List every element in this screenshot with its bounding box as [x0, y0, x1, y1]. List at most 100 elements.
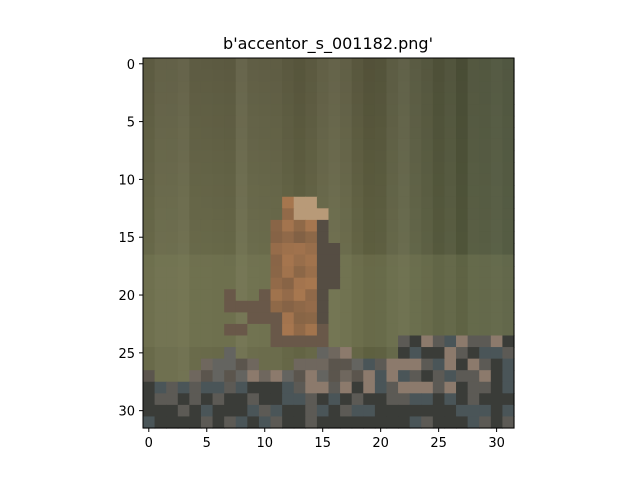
image-pixel: [444, 266, 457, 279]
image-pixel: [444, 231, 457, 244]
image-pixel: [479, 358, 492, 371]
image-pixel: [212, 312, 225, 325]
image-pixel: [398, 381, 411, 394]
image-pixel: [316, 150, 330, 163]
image-pixel: [386, 243, 399, 256]
image-pixel: [409, 347, 422, 360]
image-pixel: [432, 277, 446, 290]
image-pixel: [305, 416, 318, 429]
image-pixel: [293, 323, 306, 337]
image-pixel: [143, 289, 156, 302]
image-pixel: [177, 358, 190, 371]
image-pixel: [398, 219, 411, 233]
image-pixel: [502, 185, 515, 198]
image-pixel: [258, 150, 272, 163]
image-pixel: [143, 231, 156, 244]
image-pixel: [212, 404, 225, 418]
image-pixel: [409, 404, 422, 418]
image-pixel: [154, 208, 167, 221]
image-pixel: [282, 243, 295, 256]
image-pixel: [235, 323, 248, 337]
image-pixel: [479, 289, 492, 302]
image-pixel: [490, 219, 503, 233]
image-pixel: [212, 370, 225, 383]
image-pixel: [235, 243, 248, 256]
image-pixel: [316, 277, 330, 290]
image-pixel: [398, 404, 411, 418]
image-pixel: [189, 404, 202, 418]
image-pixel: [456, 416, 469, 429]
image-pixel: [247, 243, 260, 256]
image-pixel: [177, 162, 190, 175]
image-pixel: [258, 92, 272, 105]
image-pixel: [432, 335, 446, 348]
image-pixel: [374, 300, 388, 313]
image-pixel: [386, 254, 399, 267]
image-pixel: [340, 358, 353, 371]
image-pixel: [258, 138, 272, 152]
image-pixel: [166, 289, 179, 302]
image-pixel: [258, 254, 272, 267]
image-pixel: [258, 381, 272, 394]
image-pixel: [282, 370, 295, 383]
image-pixel: [409, 69, 422, 82]
image-pixel: [177, 393, 190, 406]
image-pixel: [224, 277, 237, 290]
image-pixel: [235, 196, 248, 209]
image-pixel: [432, 393, 446, 406]
photo-image: [143, 58, 515, 429]
image-pixel: [200, 323, 214, 337]
image-pixel: [490, 173, 503, 186]
image-pixel: [200, 312, 214, 325]
image-pixel: [235, 393, 248, 406]
image-pixel: [305, 69, 318, 82]
image-pixel: [316, 266, 330, 279]
image-pixel: [270, 104, 283, 117]
image-pixel: [421, 69, 434, 82]
image-pixel: [189, 196, 202, 209]
image-pixel: [374, 173, 388, 186]
image-pixel: [143, 185, 156, 198]
image-pixel: [444, 92, 457, 105]
image-pixel: [293, 277, 306, 290]
image-pixel: [212, 243, 225, 256]
image-pixel: [328, 323, 341, 337]
image-pixel: [189, 127, 202, 140]
image-pixel: [258, 58, 272, 71]
image-pixel: [166, 312, 179, 325]
image-pixel: [421, 81, 434, 94]
image-pixel: [386, 266, 399, 279]
image-pixel: [293, 173, 306, 186]
image-pixel: [374, 208, 388, 221]
image-pixel: [293, 381, 306, 394]
image-pixel: [456, 138, 469, 152]
image-pixel: [421, 370, 434, 383]
image-pixel: [351, 312, 364, 325]
image-pixel: [258, 404, 272, 418]
image-pixel: [467, 58, 480, 71]
image-pixel: [351, 277, 364, 290]
image-pixel: [154, 173, 167, 186]
image-pixel: [189, 69, 202, 82]
image-pixel: [177, 138, 190, 152]
image-pixel: [456, 104, 469, 117]
image-pixel: [398, 58, 411, 71]
image-pixel: [398, 289, 411, 302]
image-pixel: [305, 381, 318, 394]
image-pixel: [328, 92, 341, 105]
image-pixel: [200, 58, 214, 71]
x-tick-label: 10: [256, 436, 273, 451]
image-pixel: [154, 370, 167, 383]
image-pixel: [282, 185, 295, 198]
image-pixel: [432, 104, 446, 117]
image-pixel: [293, 231, 306, 244]
image-pixel: [479, 138, 492, 152]
image-pixel: [143, 335, 156, 348]
image-pixel: [258, 266, 272, 279]
image-pixel: [235, 254, 248, 267]
image-pixel: [166, 92, 179, 105]
image-pixel: [479, 323, 492, 337]
image-pixel: [316, 115, 330, 128]
image-pixel: [270, 162, 283, 175]
image-pixel: [200, 162, 214, 175]
